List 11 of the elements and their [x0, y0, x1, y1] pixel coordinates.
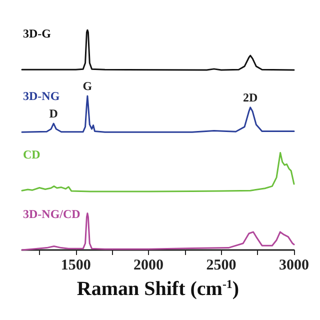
x-tick-label: 1500: [60, 258, 91, 274]
text: CD: [23, 148, 41, 162]
x-tick-label: 2500: [206, 258, 236, 274]
annotation: 2D: [243, 90, 258, 104]
annotation: D: [49, 106, 58, 120]
series-label: 3D-NG: [23, 89, 60, 104]
series-label: 3D-NG/CD: [23, 207, 81, 221]
x-tick-label: 2000: [134, 258, 164, 274]
annotation: G: [82, 79, 92, 93]
x-tick-label: 3000: [279, 258, 309, 274]
text: 3D-G: [23, 26, 51, 41]
